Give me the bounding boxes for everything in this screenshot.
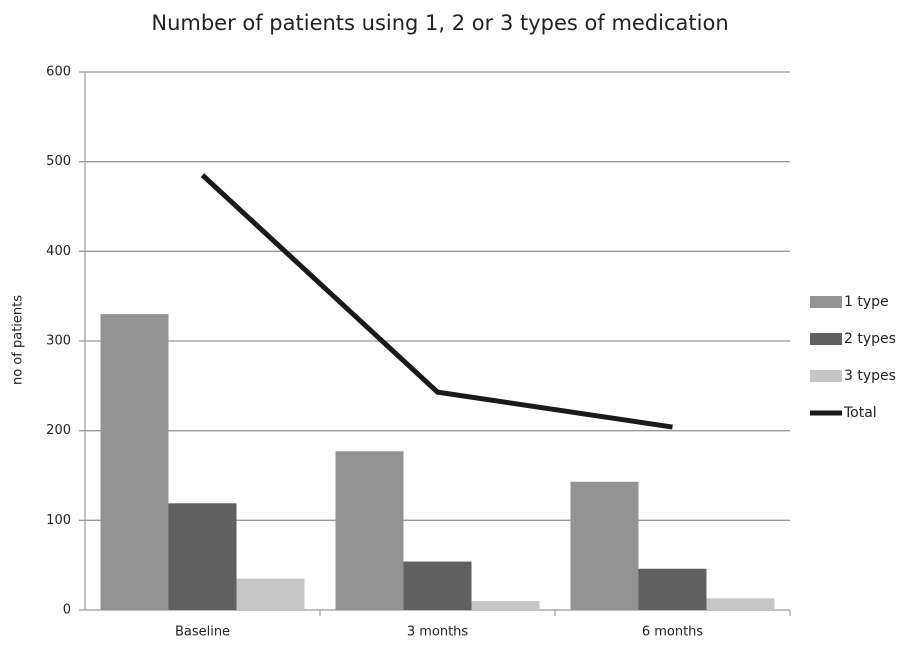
y-axis-label: no of patients <box>11 295 26 385</box>
legend-label: 1 type <box>844 294 889 310</box>
legend-label: 2 types <box>844 331 896 347</box>
y-tick-label: 400 <box>46 244 71 259</box>
line <box>200 173 673 430</box>
chart-title: Number of patients using 1, 2 or 3 types… <box>151 11 728 35</box>
y-tick-label: 600 <box>46 65 71 80</box>
bar <box>403 561 472 610</box>
legend-label: Total <box>843 405 877 421</box>
x-tick-label: 3 months <box>407 625 469 640</box>
y-tick-label: 500 <box>46 154 71 169</box>
x-tick-label: Baseline <box>175 625 230 640</box>
bar <box>471 601 540 610</box>
y-tick-label: 0 <box>63 603 71 618</box>
legend-swatch <box>810 333 842 345</box>
legend-swatch <box>810 296 842 308</box>
bar <box>168 503 237 610</box>
bar <box>570 481 639 610</box>
bar <box>100 314 169 610</box>
y-tick-label: 300 <box>46 334 71 349</box>
legend-swatch <box>810 370 842 382</box>
x-tick-label: 6 months <box>642 625 704 640</box>
y-tick-label: 100 <box>46 513 71 528</box>
y-tick-label: 200 <box>46 423 71 438</box>
bar <box>638 568 707 610</box>
bar <box>706 598 775 610</box>
bar <box>335 451 404 610</box>
bar <box>236 578 305 610</box>
legend-label: 3 types <box>844 368 896 384</box>
